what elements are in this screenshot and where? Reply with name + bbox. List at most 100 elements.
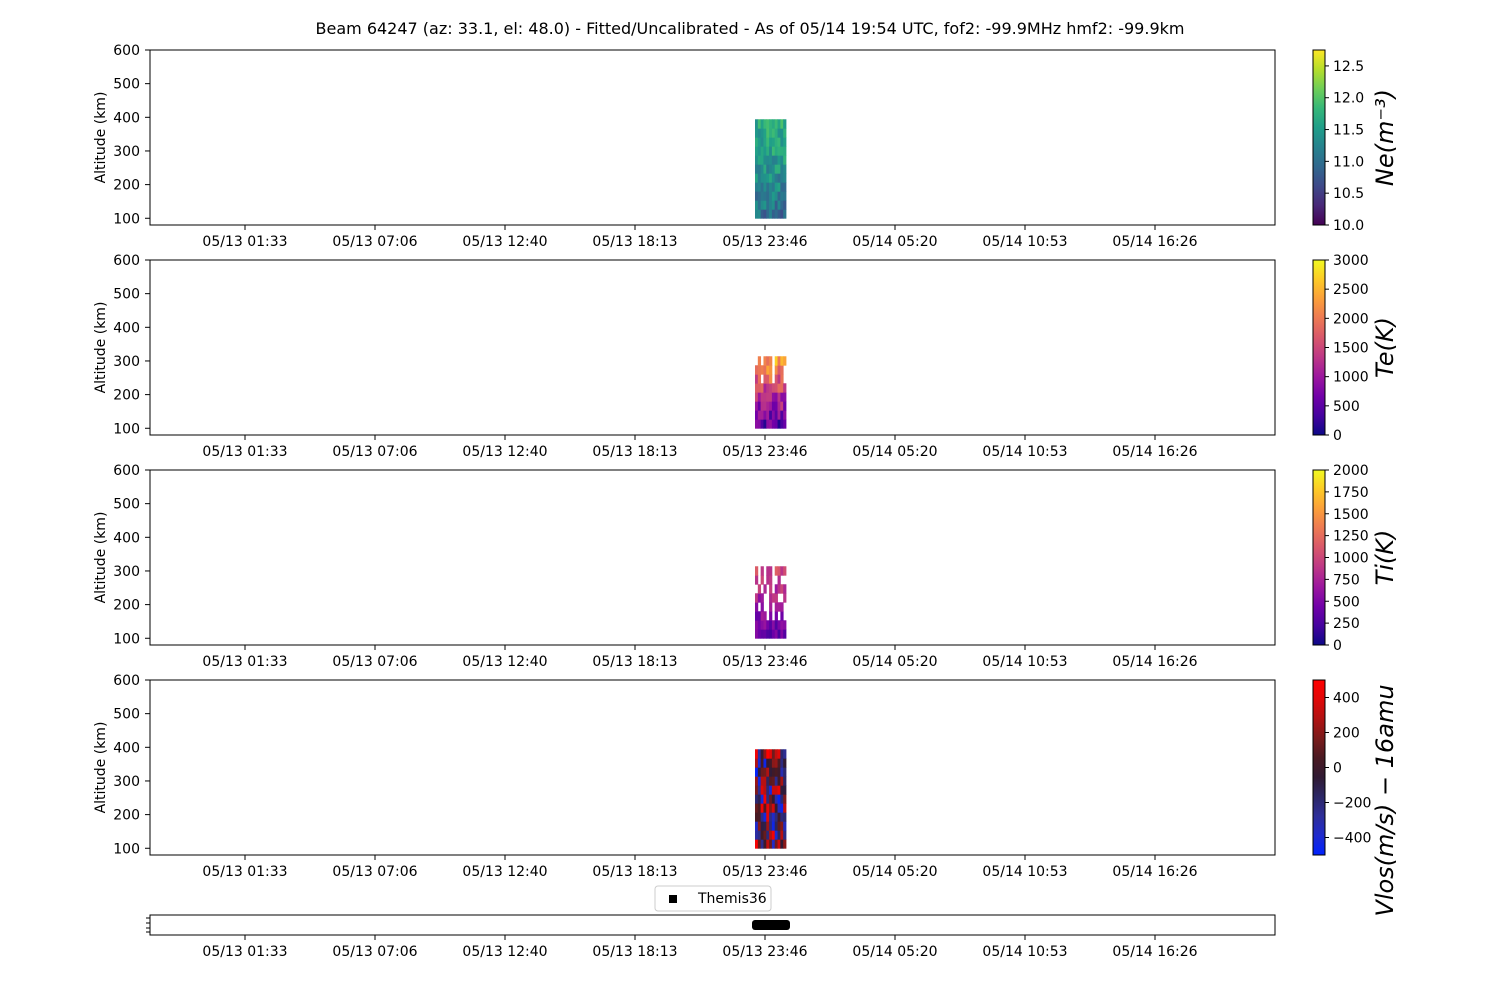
heatmap-cell xyxy=(774,191,778,201)
heatmap-cell xyxy=(769,164,773,174)
heatmap-cell xyxy=(777,146,781,156)
heatmap-cell xyxy=(763,401,767,411)
heatmap-cell xyxy=(760,365,764,375)
heatmap-cell xyxy=(757,392,762,402)
heatmap-cell xyxy=(774,794,778,804)
heatmap-cell xyxy=(760,392,764,402)
heatmap-cell xyxy=(769,410,773,420)
colorbar-tick-label: 250 xyxy=(1333,616,1360,632)
x-tick-label: 05/13 18:13 xyxy=(592,234,677,250)
heatmap-cell xyxy=(757,155,762,165)
heatmap-cell xyxy=(783,410,787,420)
x-tick-label: 05/13 01:33 xyxy=(202,864,287,880)
x-tick-label: 05/13 01:33 xyxy=(202,654,287,670)
heatmap-cell xyxy=(763,182,767,192)
heatmap-cell xyxy=(755,401,759,411)
heatmap-cell xyxy=(780,128,784,138)
heatmap-cell xyxy=(755,629,759,639)
heatmap-cell xyxy=(771,419,776,429)
heatmap-cell xyxy=(783,401,787,411)
heatmap-cell xyxy=(774,758,778,768)
x-tick-label: 05/13 23:46 xyxy=(722,234,807,250)
heatmap-cell xyxy=(777,182,781,192)
x-tick-label: 05/13 18:13 xyxy=(592,864,677,880)
colorbar-tick-label: 10.0 xyxy=(1333,218,1364,234)
panel-2: 100 200 300 400 500 600 Altitude (km) 05/13 01:… xyxy=(93,253,1399,460)
heatmap-cell xyxy=(780,584,784,594)
heatmap-cell xyxy=(771,155,776,165)
heatmap-cell xyxy=(777,383,781,393)
heatmap-cell xyxy=(783,566,787,576)
heatmap-cell xyxy=(763,173,767,183)
heatmap-cell xyxy=(760,629,764,639)
heatmap-cell xyxy=(777,602,781,612)
heatmap-cell xyxy=(771,758,776,768)
heatmap-cell xyxy=(771,593,776,603)
heatmap-cell xyxy=(774,776,778,786)
heatmap-cell xyxy=(760,209,764,219)
heatmap-cell xyxy=(771,776,776,786)
heatmap-cell xyxy=(774,602,778,612)
heatmap-cell xyxy=(783,383,787,393)
heatmap-cell xyxy=(774,749,778,759)
y-axis-label: Altitude (km) xyxy=(93,92,109,184)
heatmap-cell xyxy=(771,119,776,129)
heatmap-cell xyxy=(755,128,759,138)
x-tick-label: 05/13 07:06 xyxy=(332,444,417,460)
heatmap-cell xyxy=(769,146,773,156)
heatmap-cell xyxy=(760,767,764,777)
heatmap-cell xyxy=(755,419,759,429)
heatmap-cell xyxy=(769,128,773,138)
colorbar-tick-label: 500 xyxy=(1333,594,1360,610)
heatmap-cell xyxy=(777,830,781,840)
heatmap-cell xyxy=(763,155,767,165)
heatmap-cell xyxy=(763,839,767,849)
x-tick-label: 05/13 01:33 xyxy=(202,234,287,250)
heatmap-cell xyxy=(783,356,787,366)
heatmap-cell xyxy=(780,374,784,384)
x-tick-label: 05/13 23:46 xyxy=(722,864,807,880)
heatmap-cell xyxy=(777,128,781,138)
heatmap-cell xyxy=(780,767,784,777)
heatmap-cell xyxy=(783,803,787,813)
heatmap-cell xyxy=(769,575,773,585)
y-axis-label: Altitude (km) xyxy=(93,512,109,604)
heatmap-cell xyxy=(774,419,778,429)
heatmap-cell xyxy=(766,575,770,585)
heatmap-cell xyxy=(777,839,781,849)
heatmap-cell xyxy=(769,794,773,804)
heatmap-cell xyxy=(755,593,759,603)
heatmap-cell xyxy=(763,374,767,384)
heatmap-cell xyxy=(769,566,773,576)
heatmap-cell xyxy=(777,155,781,165)
heatmap-cell xyxy=(760,602,764,612)
y-tick-label: 600 xyxy=(113,43,140,59)
heatmap-cell xyxy=(769,119,773,129)
heatmap-cell xyxy=(760,749,764,759)
heatmap-cell xyxy=(777,812,781,822)
heatmap-cell xyxy=(783,209,787,219)
heatmap-cell xyxy=(780,785,784,795)
heatmap-cell xyxy=(755,155,759,165)
heatmap-cell xyxy=(769,419,773,429)
heatmap-cell xyxy=(760,200,764,210)
y-tick-label: 400 xyxy=(113,110,140,126)
heatmap-cell xyxy=(760,383,764,393)
heatmap-cell xyxy=(757,365,762,375)
colorbar-tick-label: 1500 xyxy=(1333,507,1369,523)
heatmap-cell xyxy=(774,173,778,183)
heatmap-cell xyxy=(783,620,787,630)
heatmap-cell xyxy=(755,785,759,795)
heatmap-cell xyxy=(777,191,781,201)
heatmap-cell xyxy=(771,173,776,183)
heatmap-cell xyxy=(760,593,764,603)
heatmap-cell xyxy=(780,611,784,621)
x-tick-label: 05/13 12:40 xyxy=(462,944,547,960)
heatmap-cell xyxy=(760,620,764,630)
heatmap-cell xyxy=(763,191,767,201)
heatmap-cell xyxy=(769,749,773,759)
heatmap-cell xyxy=(769,785,773,795)
colorbar-tick-label: 1000 xyxy=(1333,551,1369,567)
mode-axes-frame xyxy=(149,914,1276,936)
heatmap-cell xyxy=(757,803,762,813)
